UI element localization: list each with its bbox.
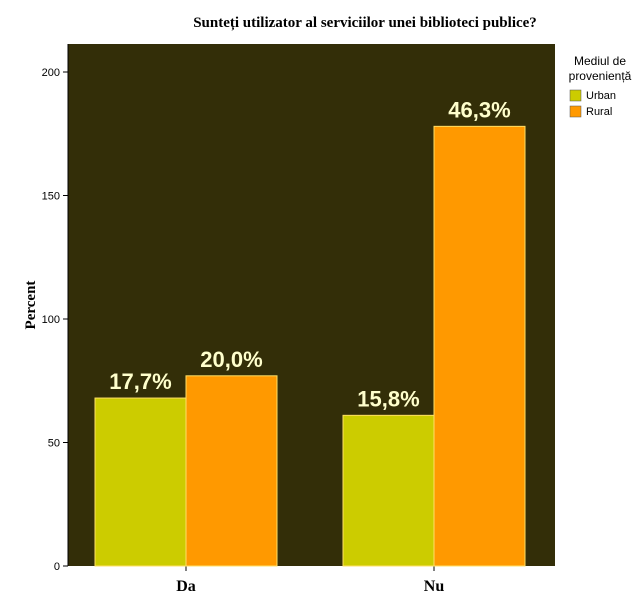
bar-urban-nu <box>342 414 435 567</box>
legend-swatch-urban <box>569 89 582 102</box>
y-tick-label: 0 <box>54 561 60 573</box>
legend-title: proveniență <box>569 69 632 83</box>
data-label: 46,3% <box>448 97 510 122</box>
chart-title: Sunteți utilizator al serviciilor unei b… <box>193 15 537 31</box>
y-tick-label: 200 <box>42 67 60 79</box>
data-labels: 17,7% 20,0% 15,8% 46,3% <box>109 97 510 411</box>
data-label: 20,0% <box>200 347 262 372</box>
x-category-label: Nu <box>424 578 445 595</box>
bars <box>94 125 526 567</box>
bar-rural-nu <box>433 125 526 567</box>
y-tick-label: 100 <box>42 314 60 326</box>
legend-swatch-rural <box>569 105 582 118</box>
data-label: 15,8% <box>357 386 419 411</box>
x-category-label: Da <box>176 578 196 595</box>
legend-label-urban: Urban <box>586 90 616 102</box>
y-tick-label: 150 <box>42 191 60 203</box>
legend-title: Mediul de <box>574 54 626 68</box>
legend-label-rural: Rural <box>586 106 612 118</box>
bar-urban-da <box>94 397 187 567</box>
y-axis-label: Percent <box>23 281 39 330</box>
axes: 0 50 100 150 200 Da Nu <box>42 44 445 595</box>
y-tick-label: 50 <box>48 438 60 450</box>
bar-rural-da <box>185 375 278 567</box>
data-label: 17,7% <box>109 369 171 394</box>
